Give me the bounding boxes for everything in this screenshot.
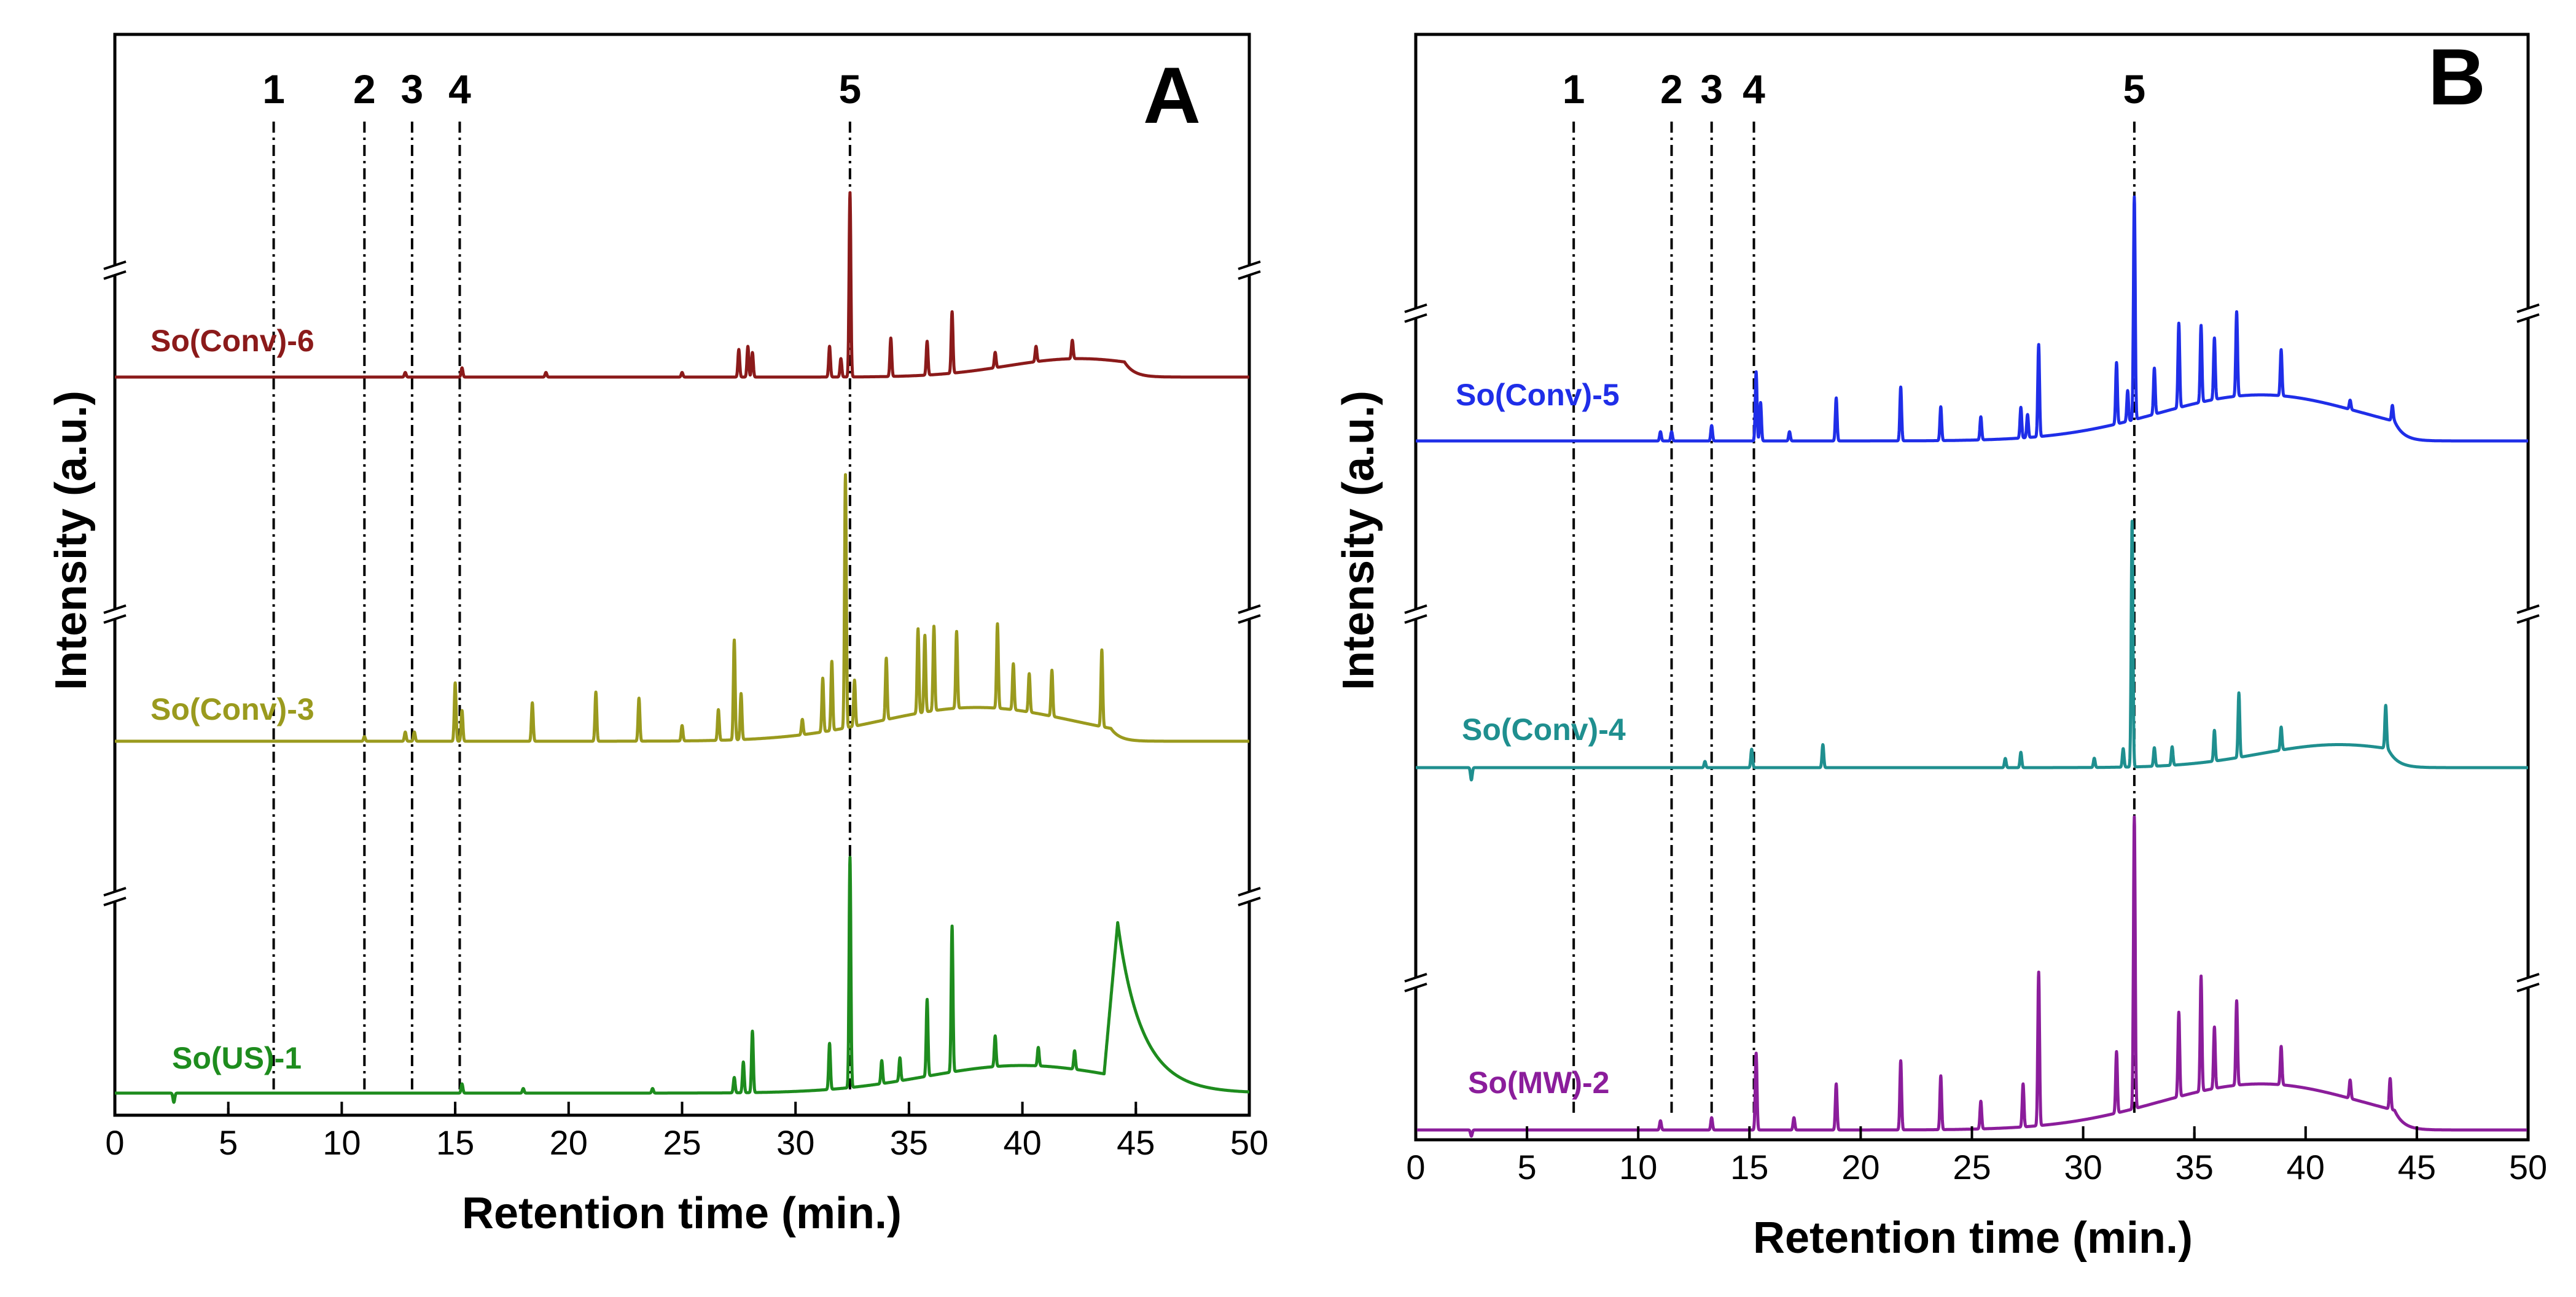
- axis-break-mark-left-2b: [103, 614, 127, 624]
- panel-a-frame: [113, 33, 1251, 1117]
- axis-break-mark-left-2a: [103, 604, 127, 614]
- x-tick-label-20: 20: [1841, 1148, 1879, 1186]
- axis-break-mark-right-1b: [2516, 313, 2540, 323]
- panel-a-series-group: [113, 191, 1251, 1104]
- marker-label-3: 3: [401, 66, 424, 112]
- series-line-so-conv-5: [1414, 195, 2530, 443]
- x-tick-label-45: 45: [2398, 1148, 2436, 1186]
- panel-b-y-axis-title: Intensity (a.u.): [1334, 391, 1383, 690]
- x-tick-label-15: 15: [436, 1123, 474, 1162]
- axis-break-mark-left-1a: [1404, 303, 1427, 313]
- x-tick-label-25: 25: [663, 1123, 701, 1162]
- axis-break-mark-right-2b: [1238, 614, 1261, 624]
- axis-break-mark-right-1b: [1238, 270, 1261, 280]
- axis-break-mark-right-2a: [1238, 604, 1261, 614]
- axis-break-mark-right-2a: [2516, 604, 2540, 614]
- marker-label-2: 2: [1660, 66, 1683, 112]
- panel-b-x-axis-title: Retention time (min.): [1753, 1213, 2193, 1263]
- panel-b-series-group: [1414, 195, 2530, 1138]
- x-tick-label-30: 30: [776, 1123, 814, 1162]
- series-label-so-conv-5: So(Conv)-5: [1456, 378, 1620, 412]
- panel-b-x-ticks: 0 5 10 15 20 25 30 35 40 45 50: [1406, 1126, 2547, 1186]
- x-tick-label-5: 5: [219, 1123, 238, 1162]
- axis-break-mark-left-2a: [1404, 604, 1427, 614]
- panel-b-frame: [1414, 33, 2530, 1142]
- x-tick-label-50: 50: [2509, 1148, 2547, 1186]
- panel-a-x-ticks: 0 5 10 15 20 25 30 35 40 45 50: [105, 1102, 1268, 1162]
- marker-label-4: 4: [1743, 66, 1765, 112]
- axis-break-mark-right-3a: [1238, 887, 1261, 897]
- axis-break-mark-left-1a: [103, 260, 127, 270]
- marker-label-3: 3: [1700, 66, 1723, 112]
- x-tick-label-5: 5: [1518, 1148, 1537, 1186]
- x-tick-label-35: 35: [890, 1123, 928, 1162]
- marker-label-2: 2: [353, 66, 376, 112]
- marker-label-5: 5: [838, 66, 861, 112]
- marker-label-4: 4: [448, 66, 471, 112]
- axis-break-mark-right-3b: [1238, 897, 1261, 906]
- x-tick-label-25: 25: [1953, 1148, 1991, 1186]
- marker-label-5: 5: [2123, 66, 2146, 112]
- series-line-so-conv-4: [1414, 520, 2530, 782]
- marker-label-1: 1: [262, 66, 285, 112]
- series-line-so-conv-6: [113, 191, 1251, 379]
- panel-a-y-axis-title: Intensity (a.u.): [47, 391, 96, 690]
- x-tick-label-30: 30: [2064, 1148, 2102, 1186]
- panel-a-letter: A: [1143, 50, 1201, 140]
- x-tick-label-50: 50: [1230, 1123, 1268, 1162]
- axis-break-mark-left-3a: [103, 887, 127, 897]
- series-label-so-mw-2: So(MW)-2: [1468, 1065, 1610, 1100]
- x-tick-label-35: 35: [2176, 1148, 2214, 1186]
- x-tick-label-15: 15: [1730, 1148, 1768, 1186]
- series-label-so-conv-6: So(Conv)-6: [150, 324, 314, 358]
- axis-break-mark-left-2b: [1404, 614, 1427, 624]
- axis-break-mark-left-3b: [103, 897, 127, 906]
- x-tick-label-40: 40: [2287, 1148, 2325, 1186]
- axis-break-mark-left-1b: [1404, 313, 1427, 323]
- panel-a-axis-breaks: [103, 260, 1261, 906]
- axis-break-mark-left-1b: [103, 270, 127, 280]
- x-tick-label-10: 10: [322, 1123, 361, 1162]
- axis-break-mark-right-3a: [2516, 973, 2540, 983]
- axis-break-mark-right-1a: [2516, 303, 2540, 313]
- x-tick-label-45: 45: [1117, 1123, 1155, 1162]
- series-label-so-conv-4: So(Conv)-4: [1462, 712, 1626, 747]
- series-label-so-conv-3: So(Conv)-3: [150, 692, 314, 726]
- panel-b-axis-breaks: [1404, 303, 2540, 992]
- x-tick-label-10: 10: [1619, 1148, 1657, 1186]
- series-line-so-conv-3: [113, 473, 1251, 743]
- axis-break-mark-left-3a: [1404, 973, 1427, 983]
- axis-break-mark-left-3b: [1404, 983, 1427, 992]
- axis-break-mark-right-1a: [1238, 260, 1261, 270]
- x-tick-label-0: 0: [1406, 1148, 1425, 1186]
- x-tick-label-40: 40: [1003, 1123, 1041, 1162]
- series-label-so-us-1: So(US)-1: [172, 1041, 302, 1075]
- axis-break-mark-right-2b: [2516, 614, 2540, 624]
- series-line-so-us-1: [113, 855, 1251, 1104]
- panel-a-x-axis-title: Retention time (min.): [462, 1189, 902, 1238]
- x-tick-label-0: 0: [105, 1123, 124, 1162]
- x-tick-label-20: 20: [550, 1123, 588, 1162]
- marker-label-1: 1: [1563, 66, 1585, 112]
- panel-b-letter: B: [2428, 32, 2486, 122]
- axis-break-mark-right-3b: [2516, 983, 2540, 992]
